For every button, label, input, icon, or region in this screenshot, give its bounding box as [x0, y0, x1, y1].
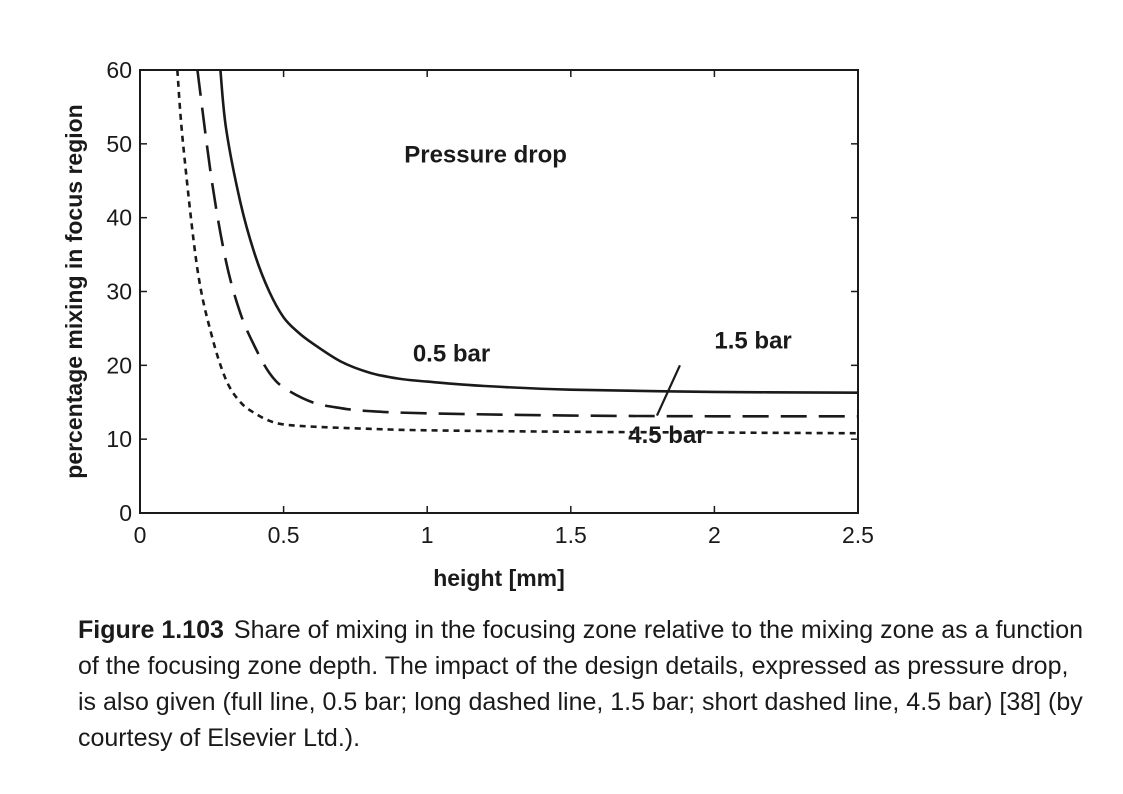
x-tick-label: 1 [421, 522, 434, 548]
figure-caption: Figure 1.103 Share of mixing in the focus… [78, 612, 1088, 756]
chart-title: Pressure drop [404, 141, 567, 168]
series-annotation: 0.5 bar [413, 341, 490, 368]
x-tick-label: 0.5 [268, 522, 300, 548]
y-tick-label: 10 [106, 426, 132, 452]
caption-label: Figure 1.103 [78, 616, 224, 644]
x-axis-label: height [mm] [433, 565, 565, 591]
series-line-1-5-bar [196, 70, 858, 418]
y-tick-label: 50 [106, 131, 132, 157]
plot-frame [139, 69, 859, 514]
y-axis-label: percentage mixing in focus region [61, 104, 87, 478]
series-layer [176, 70, 858, 435]
y-tick-label: 30 [106, 279, 132, 305]
y-tick-label: 40 [106, 205, 132, 231]
series-annotation: 1.5 bar [714, 327, 791, 354]
x-tick-label: 0 [134, 522, 147, 548]
x-tick-label: 2.5 [842, 522, 874, 548]
caption-text: Share of mixing in the focusing zone rel… [78, 616, 1084, 752]
series-line-0-5-bar [219, 70, 858, 394]
y-tick-label: 20 [106, 352, 132, 378]
series-line-4-5-bar [176, 70, 858, 435]
annotations: 0.5 bar 1.5 bar 4.5 bar [413, 327, 792, 449]
x-tick-label: 1.5 [555, 522, 587, 548]
annotation-pointer [655, 364, 681, 416]
axis-ticks: 0 0.5 1 1.5 2 2.5 0 10 20 30 40 50 60 [106, 57, 874, 548]
y-tick-label: 0 [119, 500, 132, 526]
x-tick-label: 2 [708, 522, 721, 548]
y-tick-label: 60 [106, 57, 132, 83]
series-annotation: 4.5 bar [628, 422, 705, 449]
